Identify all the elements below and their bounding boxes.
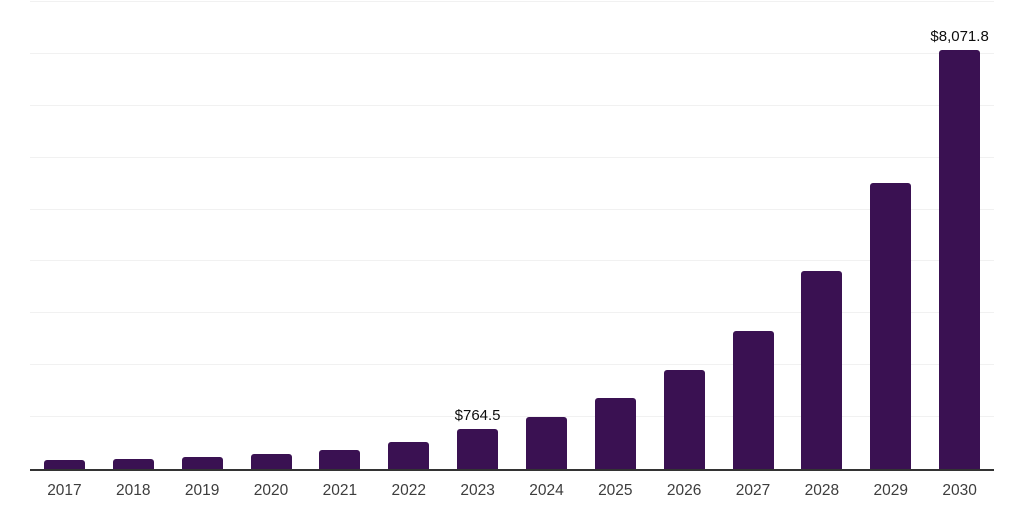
data-label-2023: $764.5 [454, 407, 501, 425]
bar-2024 [525, 416, 567, 469]
bar-2026 [663, 370, 705, 469]
bar-2021 [319, 449, 361, 469]
bar-slot-2023: $764.5 [443, 2, 512, 469]
x-tick-2018: 2018 [116, 482, 151, 499]
x-tick-2020: 2020 [253, 482, 289, 499]
x-tick-2027: 2027 [735, 482, 771, 499]
x-tick-2030: 2030 [942, 482, 977, 499]
data-label-2030: $8,071.8 [930, 28, 989, 46]
bar-slot-2017 [30, 2, 99, 469]
gridline-8000 [30, 52, 994, 54]
x-axis-labels: 2017 2018 2019 2020 2021 2022 2023 2024 2025 2026… [30, 482, 994, 500]
bar-2025 [594, 397, 636, 469]
gridlines [30, 1, 994, 469]
plot-area: $764.5 $8,071.8 [30, 1, 994, 471]
x-tick-2026: 2026 [666, 482, 702, 499]
bar-slot-2025 [581, 2, 650, 469]
bar-2020 [250, 454, 292, 469]
gridline-5000 [30, 208, 994, 210]
bar-2028 [801, 270, 843, 469]
bar-slot-2022 [374, 2, 443, 469]
bar-2027 [732, 330, 774, 469]
bars-container: $764.5 $8,071.8 [30, 2, 994, 469]
gridline-3000 [30, 312, 994, 314]
bar-2022 [388, 441, 430, 469]
bar-slot-2018 [99, 2, 168, 469]
bar-slot-2020 [237, 2, 306, 469]
x-tick-2022: 2022 [391, 482, 426, 499]
bar-2023 [457, 429, 499, 469]
x-tick-2029: 2029 [873, 482, 908, 499]
gridline-2000 [30, 364, 994, 366]
bar-slot-2021 [305, 2, 374, 469]
gridline-7000 [30, 104, 994, 106]
bar-slot-2019 [168, 2, 237, 469]
x-tick-2028: 2028 [804, 482, 840, 499]
x-tick-2024: 2024 [529, 482, 564, 499]
gridline-6000 [30, 156, 994, 158]
bar-2018 [112, 458, 154, 469]
gridline-9000 [30, 1, 994, 2]
gridline-1000 [30, 416, 994, 418]
x-tick-2019: 2019 [184, 482, 220, 499]
bar-2030 [939, 50, 981, 469]
x-tick-2017: 2017 [47, 482, 82, 499]
bar-slot-2028 [787, 2, 856, 469]
x-tick-2025: 2025 [598, 482, 633, 499]
x-tick-2021: 2021 [322, 482, 358, 499]
x-tick-2023: 2023 [460, 482, 495, 499]
gridline-4000 [30, 260, 994, 262]
bar-2029 [870, 183, 912, 469]
bar-2019 [181, 457, 223, 469]
bar-slot-2027 [719, 2, 788, 469]
bar-slot-2030: $8,071.8 [925, 2, 994, 469]
bar-slot-2026 [650, 2, 719, 469]
bar-2017 [43, 460, 85, 469]
bar-slot-2029 [856, 2, 925, 469]
bar-slot-2024 [512, 2, 581, 469]
